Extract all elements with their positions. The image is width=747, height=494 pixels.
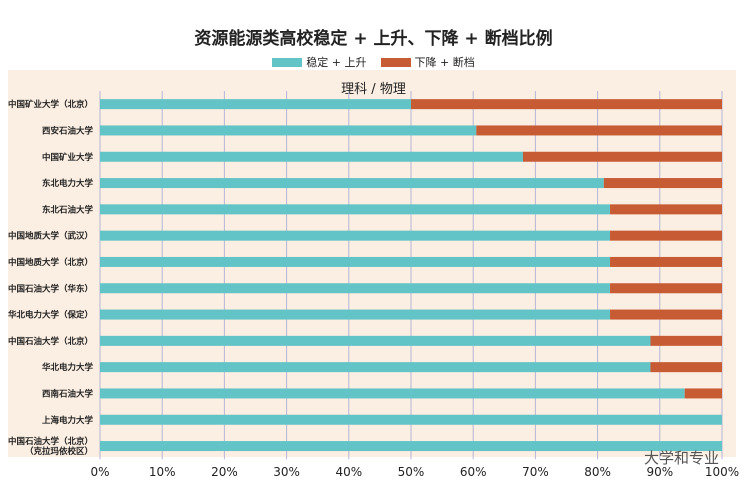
x-tick-label: 60% — [460, 465, 487, 479]
category-label: 中国矿业大学 — [42, 152, 94, 163]
bar-stable — [100, 230, 611, 241]
legend: 稳定 + 上升 下降 + 断档 — [0, 54, 747, 70]
plot-subtitle: 理科 / 物理 — [341, 82, 406, 97]
x-tick-label: 50% — [398, 465, 425, 479]
bar-stable — [100, 309, 611, 320]
x-tick-label: 40% — [335, 465, 362, 479]
bar-stable — [100, 362, 651, 373]
watermark: 大学和专业 — [643, 449, 719, 467]
bar-drop — [650, 362, 722, 373]
category-label: 中国石油大学（北京） — [8, 336, 93, 347]
bar-stable — [100, 151, 523, 162]
legend-swatch-stable — [272, 57, 303, 67]
legend-label-drop: 下降 + 断档 — [414, 56, 475, 69]
bar-drop — [476, 125, 722, 136]
bar-drop — [684, 388, 722, 399]
category-label: 中国地质大学（武汉） — [8, 231, 93, 242]
bar-drop — [610, 230, 722, 241]
x-tick-label: 90% — [646, 465, 673, 479]
bar-stable — [100, 335, 651, 346]
chart-title: 资源能源类高校稳定 + 上升、下降 + 断档比例 — [194, 29, 553, 49]
category-label: 中国矿业大学（北京） — [8, 99, 93, 110]
x-tick-label: 30% — [273, 465, 300, 479]
bar-drop — [610, 256, 722, 267]
bar-stable — [100, 414, 722, 425]
category-label: 上海电力大学 — [42, 415, 94, 426]
bar-drop — [411, 99, 722, 110]
legend-item-stable: 稳定 + 上升 — [272, 54, 367, 70]
x-tick-label: 70% — [522, 465, 549, 479]
bar-drop — [610, 309, 722, 320]
category-label: 中国石油大学（华东） — [8, 283, 93, 294]
bar-stable — [100, 178, 604, 189]
legend-swatch-drop — [380, 57, 411, 67]
bar-stable — [100, 125, 477, 136]
bar-stable — [100, 99, 411, 110]
category-label: 中国石油大学（北京）（克拉玛依校区） — [8, 436, 93, 457]
bar-drop — [610, 204, 722, 215]
x-tick-label: 80% — [584, 465, 611, 479]
category-label: 西南石油大学 — [42, 388, 94, 399]
x-tick-label: 20% — [211, 465, 238, 479]
bar-drop — [603, 178, 722, 189]
category-label: 东北电力大学 — [42, 178, 94, 189]
bar-drop — [522, 151, 722, 162]
category-label: 华北电力大学（保定） — [8, 310, 93, 321]
x-tick-label: 100% — [705, 465, 739, 479]
bar-stable — [100, 256, 611, 267]
category-label: 华北电力大学 — [42, 362, 94, 373]
category-label: 中国地质大学（北京） — [8, 257, 93, 268]
x-tick-label: 10% — [149, 465, 176, 479]
bar-stable — [100, 204, 611, 215]
bar-stable — [100, 283, 611, 294]
category-label: 西安石油大学 — [42, 125, 94, 136]
legend-item-drop: 下降 + 断档 — [380, 54, 475, 70]
category-label: 东北石油大学 — [42, 204, 94, 215]
legend-label-stable: 稳定 + 上升 — [306, 56, 367, 69]
bar-stable — [100, 388, 685, 399]
bar-drop — [650, 335, 722, 346]
bar-drop — [610, 283, 722, 294]
bar-stable — [100, 441, 722, 452]
x-tick-label: 0% — [90, 465, 109, 479]
